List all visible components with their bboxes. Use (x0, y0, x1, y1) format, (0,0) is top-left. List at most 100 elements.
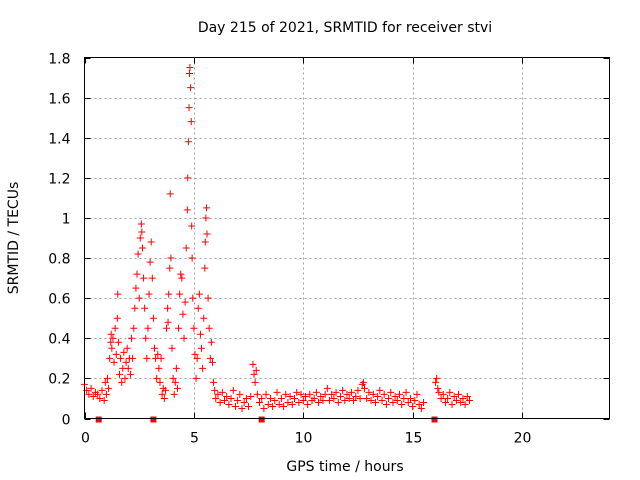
data-point (138, 228, 146, 236)
data-point (168, 344, 176, 352)
data-point (356, 394, 364, 402)
data-point (184, 138, 192, 146)
data-point (193, 354, 201, 362)
y-tick-label: 0 (62, 413, 71, 429)
data-point (155, 364, 163, 372)
data-point (102, 390, 110, 398)
data-point (192, 374, 200, 382)
data-point (275, 400, 283, 408)
data-point (111, 324, 119, 332)
data-point (345, 394, 353, 402)
data-point (131, 304, 139, 312)
data-point (187, 84, 195, 92)
data-point (143, 354, 151, 362)
x-tick-label: 15 (405, 431, 423, 447)
data-point (165, 290, 173, 298)
data-point (180, 334, 188, 342)
data-point (260, 404, 268, 412)
data-point (452, 396, 460, 404)
x-tick-label: 10 (295, 431, 313, 447)
data-points (81, 64, 473, 412)
data-point (212, 394, 220, 402)
data-point (114, 290, 122, 298)
data-point (198, 344, 206, 352)
data-point (374, 392, 382, 400)
data-point (96, 394, 104, 402)
data-point (288, 400, 296, 408)
data-point (171, 378, 179, 386)
data-point (179, 310, 187, 318)
data-point (396, 390, 403, 398)
data-point (202, 214, 210, 222)
data-point (415, 400, 423, 408)
data-point (146, 258, 154, 266)
data-point (156, 378, 164, 386)
data-point (167, 254, 175, 262)
data-point (154, 350, 162, 358)
data-point (178, 274, 186, 282)
data-point (317, 392, 325, 400)
data-point (163, 324, 171, 332)
data-point (354, 386, 362, 394)
data-point (138, 244, 146, 252)
data-point (201, 238, 209, 246)
data-point (361, 384, 368, 392)
y-tick-label: 1 (62, 212, 71, 228)
data-point (149, 314, 157, 322)
y-tick-label: 1.8 (48, 52, 70, 68)
data-point (321, 390, 329, 398)
y-axis-label: SRMTID / TECUs (6, 182, 22, 295)
data-point (319, 396, 327, 404)
data-point (148, 274, 156, 282)
data-point (461, 400, 469, 408)
data-point (169, 374, 177, 382)
data-point (306, 390, 314, 398)
data-point (175, 324, 183, 332)
data-point (216, 398, 224, 406)
data-point (128, 334, 136, 342)
data-point (116, 370, 123, 378)
data-point (140, 274, 148, 282)
data-point (190, 324, 198, 332)
x-tick-label: 5 (190, 431, 199, 447)
y-tick-label: 1.6 (48, 92, 70, 108)
data-point (126, 370, 134, 378)
grid-lines (84, 57, 610, 419)
data-point (455, 390, 463, 398)
data-point (157, 354, 165, 362)
data-point (130, 324, 138, 332)
data-point (100, 396, 108, 404)
gap-marker (95, 416, 102, 423)
y-tick-label: 1.2 (48, 172, 70, 188)
gap-marker (431, 416, 438, 423)
data-point (170, 390, 178, 398)
data-point (144, 324, 152, 332)
data-point (94, 390, 102, 398)
data-point (252, 366, 260, 374)
data-point (114, 338, 122, 346)
data-point (273, 388, 281, 396)
data-point (188, 254, 196, 262)
data-point (262, 390, 270, 398)
data-point (142, 334, 150, 342)
data-point (122, 358, 130, 366)
data-point (129, 354, 137, 362)
data-point (208, 358, 216, 366)
data-point (200, 314, 208, 322)
data-point (110, 358, 118, 366)
data-point (123, 344, 131, 352)
gap-marker (258, 416, 265, 423)
data-point (387, 388, 395, 396)
data-point (326, 396, 333, 404)
data-point (231, 402, 239, 410)
data-point (315, 398, 323, 406)
data-point (433, 374, 441, 382)
data-point (207, 338, 215, 346)
data-point (247, 392, 255, 400)
data-point (457, 398, 465, 406)
data-point (210, 378, 218, 386)
data-point (141, 304, 149, 312)
data-point (330, 394, 338, 402)
data-point (380, 390, 388, 398)
